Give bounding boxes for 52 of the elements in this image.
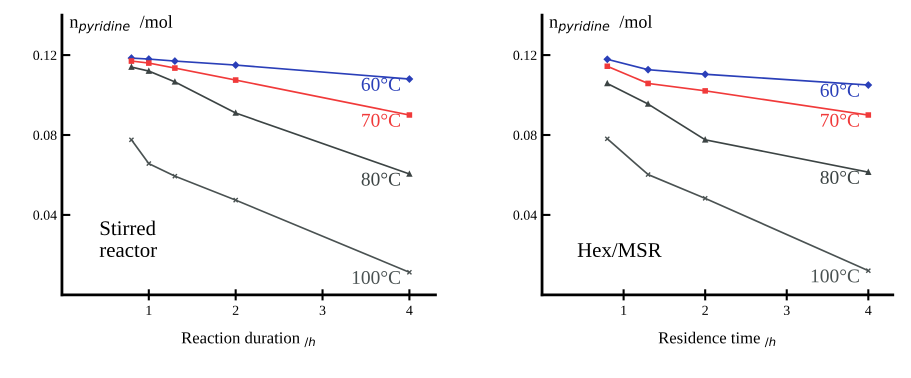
y-axis-title: n$_{pyridine}$ /mol [70,15,172,34]
point [406,112,412,118]
point [172,173,178,179]
series-label: 80°C [820,170,859,184]
series-label: 70°C [362,114,400,127]
x-tick-label: 2 [232,306,238,315]
point [128,58,134,64]
point [171,57,179,65]
x-tick-label: 3 [784,306,790,316]
series-label: 80°C [362,172,400,186]
series-label: 100°C [812,269,859,282]
point [146,68,152,74]
x-tick-label: 1 [621,306,626,315]
x-axis-title: Residence time $_{/h}$ [658,332,776,348]
point [702,70,709,78]
x-tick-label: 3 [320,306,326,316]
point [604,56,611,63]
point [128,64,134,70]
point [702,196,708,202]
point [644,66,652,74]
point [232,197,238,203]
y-tick-label: 0.08 [33,130,57,140]
x-tick-label: 2 [702,306,708,315]
point [232,61,240,69]
point [864,81,872,89]
series-label: 100°C [352,270,400,284]
y-tick-label: 0.12 [33,50,56,60]
y-tick-label: 0.12 [513,50,536,60]
series-label: 60°C [820,84,859,97]
series-label: 60°C [362,78,400,91]
x-tick-label: 4 [865,306,872,315]
point [146,160,152,166]
series-label: 70°C [821,114,859,127]
y-tick-label: 0.08 [513,130,537,140]
point [645,172,651,178]
point [604,63,610,70]
point [232,77,238,83]
point [172,65,178,71]
y-tick-label: 0.04 [33,210,57,220]
y-axis-title: n$_{pyridine}$ /mol [549,15,652,34]
point [406,75,414,83]
point [866,112,872,118]
point [645,80,651,86]
annotation: Hex/MSR [578,243,662,258]
annotation: Stirred reactor [100,220,157,258]
x-tick-label: 4 [406,306,413,315]
y-tick-label: 0.04 [513,210,537,220]
x-tick-label: 1 [146,306,152,315]
point [866,169,872,175]
point [702,88,708,94]
point [146,60,152,66]
x-axis-title: Reaction duration $_{/h}$ [182,332,315,348]
